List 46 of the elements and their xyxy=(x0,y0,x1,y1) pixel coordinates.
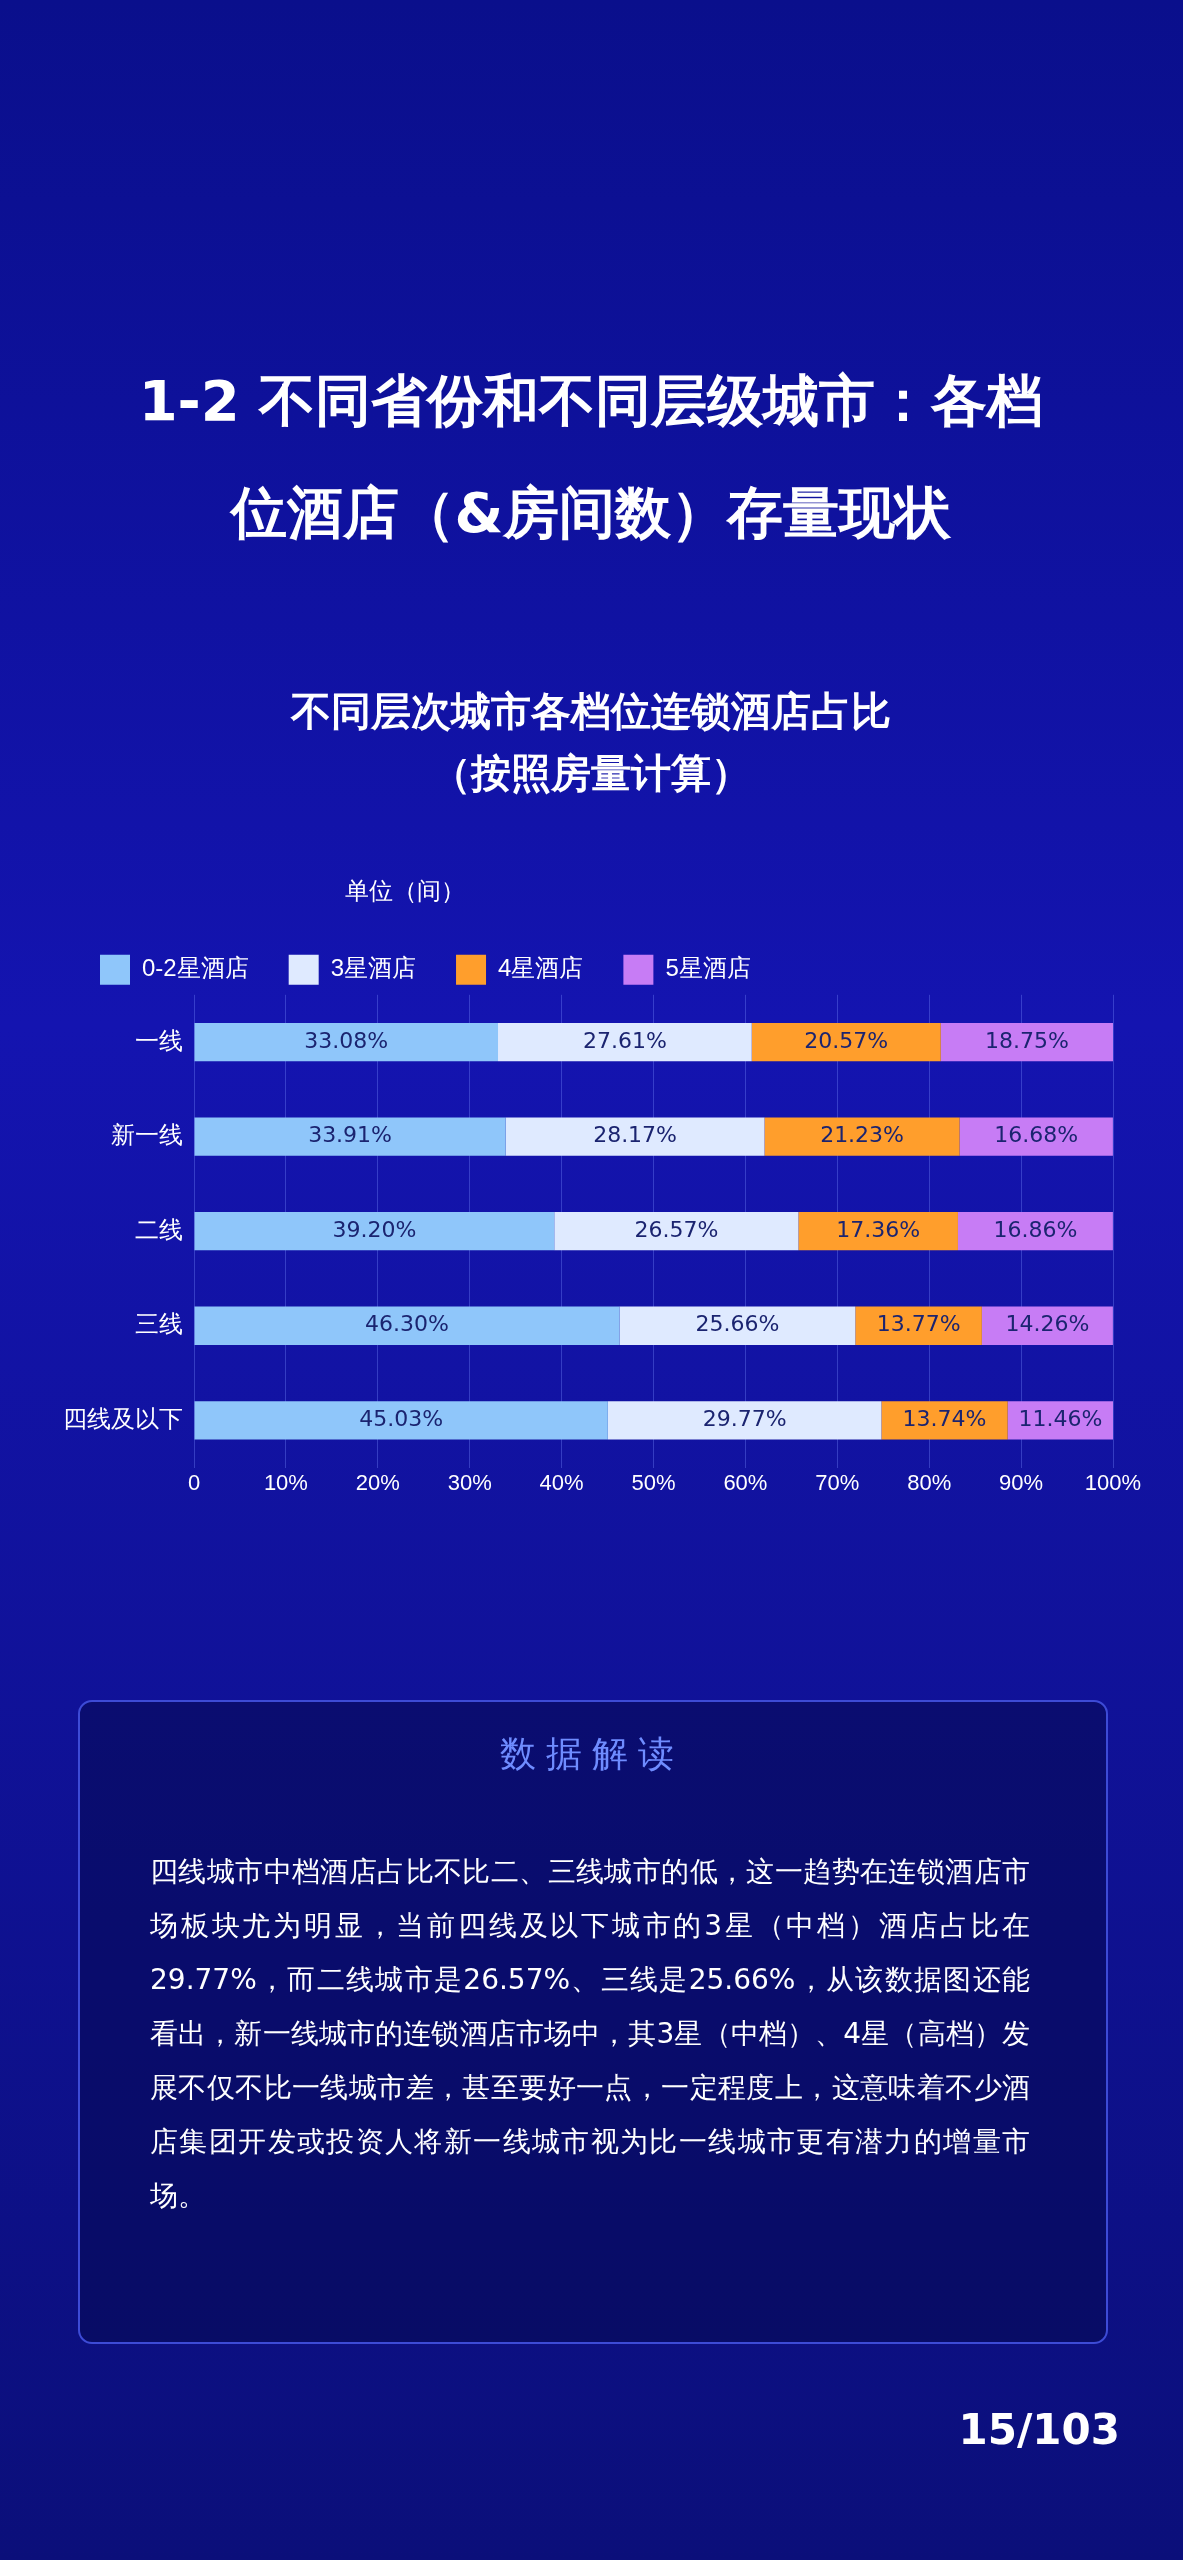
data-label: 16.68% xyxy=(994,1122,1079,1148)
chart-title: 1-2 不同省份和不同层级城市：各档位酒店（&房间数）存量现状 xyxy=(137,367,1045,547)
legend-label: 0-2星酒店 xyxy=(142,954,249,982)
data-label: 16.86% xyxy=(993,1216,1078,1242)
y-tick-label: 二线 xyxy=(135,1215,183,1243)
x-tick-label: 50% xyxy=(631,1469,676,1495)
x-tick-label: 20% xyxy=(355,1469,400,1495)
data-label: 14.26% xyxy=(1005,1311,1090,1337)
x-tick-label: 70% xyxy=(815,1469,860,1495)
y-tick-label: 一线 xyxy=(135,1026,183,1054)
data-label: 21.23% xyxy=(820,1122,905,1148)
x-tick-label: 80% xyxy=(907,1469,952,1495)
text: 数据解读 xyxy=(498,1732,685,1776)
data-label: 13.74% xyxy=(902,1406,987,1432)
legend-label: 3星酒店 xyxy=(330,954,417,982)
data-label: 27.61% xyxy=(582,1027,667,1053)
data-label: 20.57% xyxy=(804,1027,889,1053)
data-label: 46.30% xyxy=(365,1311,449,1337)
data-label: 33.08% xyxy=(304,1027,389,1053)
data-label: 18.75% xyxy=(984,1027,1069,1053)
data-label: 25.66% xyxy=(695,1311,780,1337)
x-tick-label: 60% xyxy=(723,1469,768,1495)
data-label: 28.17% xyxy=(593,1122,678,1148)
y-tick-label: 四线及以下 xyxy=(63,1404,183,1432)
x-tick-label: 40% xyxy=(539,1469,584,1495)
data-label: 17.36% xyxy=(836,1216,921,1242)
data-label: 39.20% xyxy=(332,1216,417,1242)
legend-label: 5星酒店 xyxy=(665,954,751,982)
data-label: 33.91% xyxy=(308,1122,393,1148)
x-tick-label: 30% xyxy=(447,1469,492,1495)
legend-title: 单位（间） xyxy=(345,876,466,904)
data-label: 29.77% xyxy=(702,1406,787,1432)
y-tick-label: 三线 xyxy=(135,1310,183,1338)
legend-label: 4星酒店 xyxy=(498,954,584,982)
x-tick-label: 0 xyxy=(187,1469,201,1495)
y-tick-label: 新一线 xyxy=(111,1121,183,1149)
x-tick-label: 90% xyxy=(999,1469,1044,1495)
data-label: 11.46% xyxy=(1018,1406,1103,1432)
x-tick-label: 10% xyxy=(263,1469,308,1495)
text: 15/103 xyxy=(957,2405,1120,2454)
x-tick-label: 100% xyxy=(1084,1469,1142,1495)
text: 四线城市中档酒店占比不比二、三线城市的低，这一趋势在连锁酒店市场板块尤为明显，当前四线及以下城市的3星（中档）酒店占比在29.77%，而二线城市是26.57%、三线是25.66%，从该数据图还能看出，新一线城市的连锁酒店市场中，其3星（中档）、4星（高档）发展不仅不比一线城市差，甚至要好一点，一定程度上，这意味着不少酒店集团开发或投资人将新一线城市视为比一线城市更有潜力的增量市场。 xyxy=(150,1854,1030,2214)
data-label: 26.57% xyxy=(634,1216,719,1242)
data-label: 13.77% xyxy=(876,1311,961,1337)
data-label: 45.03% xyxy=(359,1406,444,1432)
chart-subtitle: 不同层次城市各档位连锁酒店占比（按照房量计算） xyxy=(289,687,892,798)
